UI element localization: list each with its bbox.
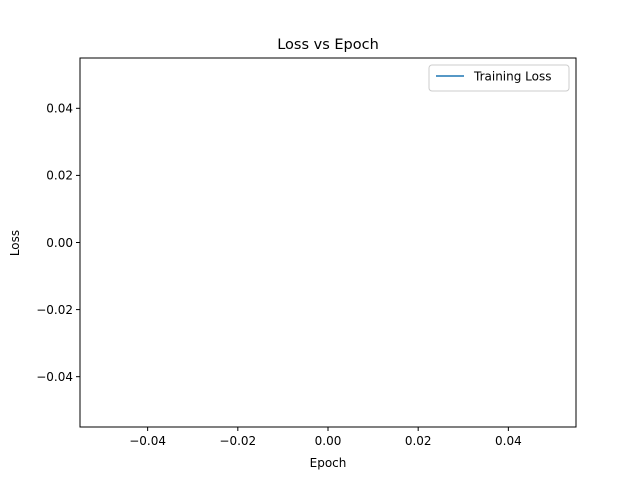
y-tick-label: 0.02	[46, 169, 73, 183]
chart-title: Loss vs Epoch	[277, 37, 379, 53]
x-tick-label: −0.02	[219, 434, 256, 448]
y-tick-label: −0.04	[36, 370, 73, 384]
y-tick-label: −0.02	[36, 303, 73, 317]
y-axis-label: Loss	[8, 230, 22, 256]
x-axis-label: Epoch	[310, 456, 347, 470]
legend: Training Loss	[428, 64, 570, 92]
legend-label-training-loss: Training Loss	[473, 70, 551, 84]
x-tick-label: −0.04	[129, 434, 166, 448]
y-tick-label: 0.04	[46, 102, 73, 116]
legend-box	[428, 64, 570, 92]
y-tick-label: 0.00	[46, 236, 73, 250]
y-axis-ticks: −0.04 −0.02 0.00 0.02 0.04	[36, 102, 80, 384]
x-tick-label: 0.02	[405, 434, 432, 448]
x-tick-label: 0.00	[315, 434, 342, 448]
x-axis-ticks: −0.04 −0.02 0.00 0.02 0.04	[129, 427, 522, 448]
x-tick-label: 0.04	[495, 434, 522, 448]
